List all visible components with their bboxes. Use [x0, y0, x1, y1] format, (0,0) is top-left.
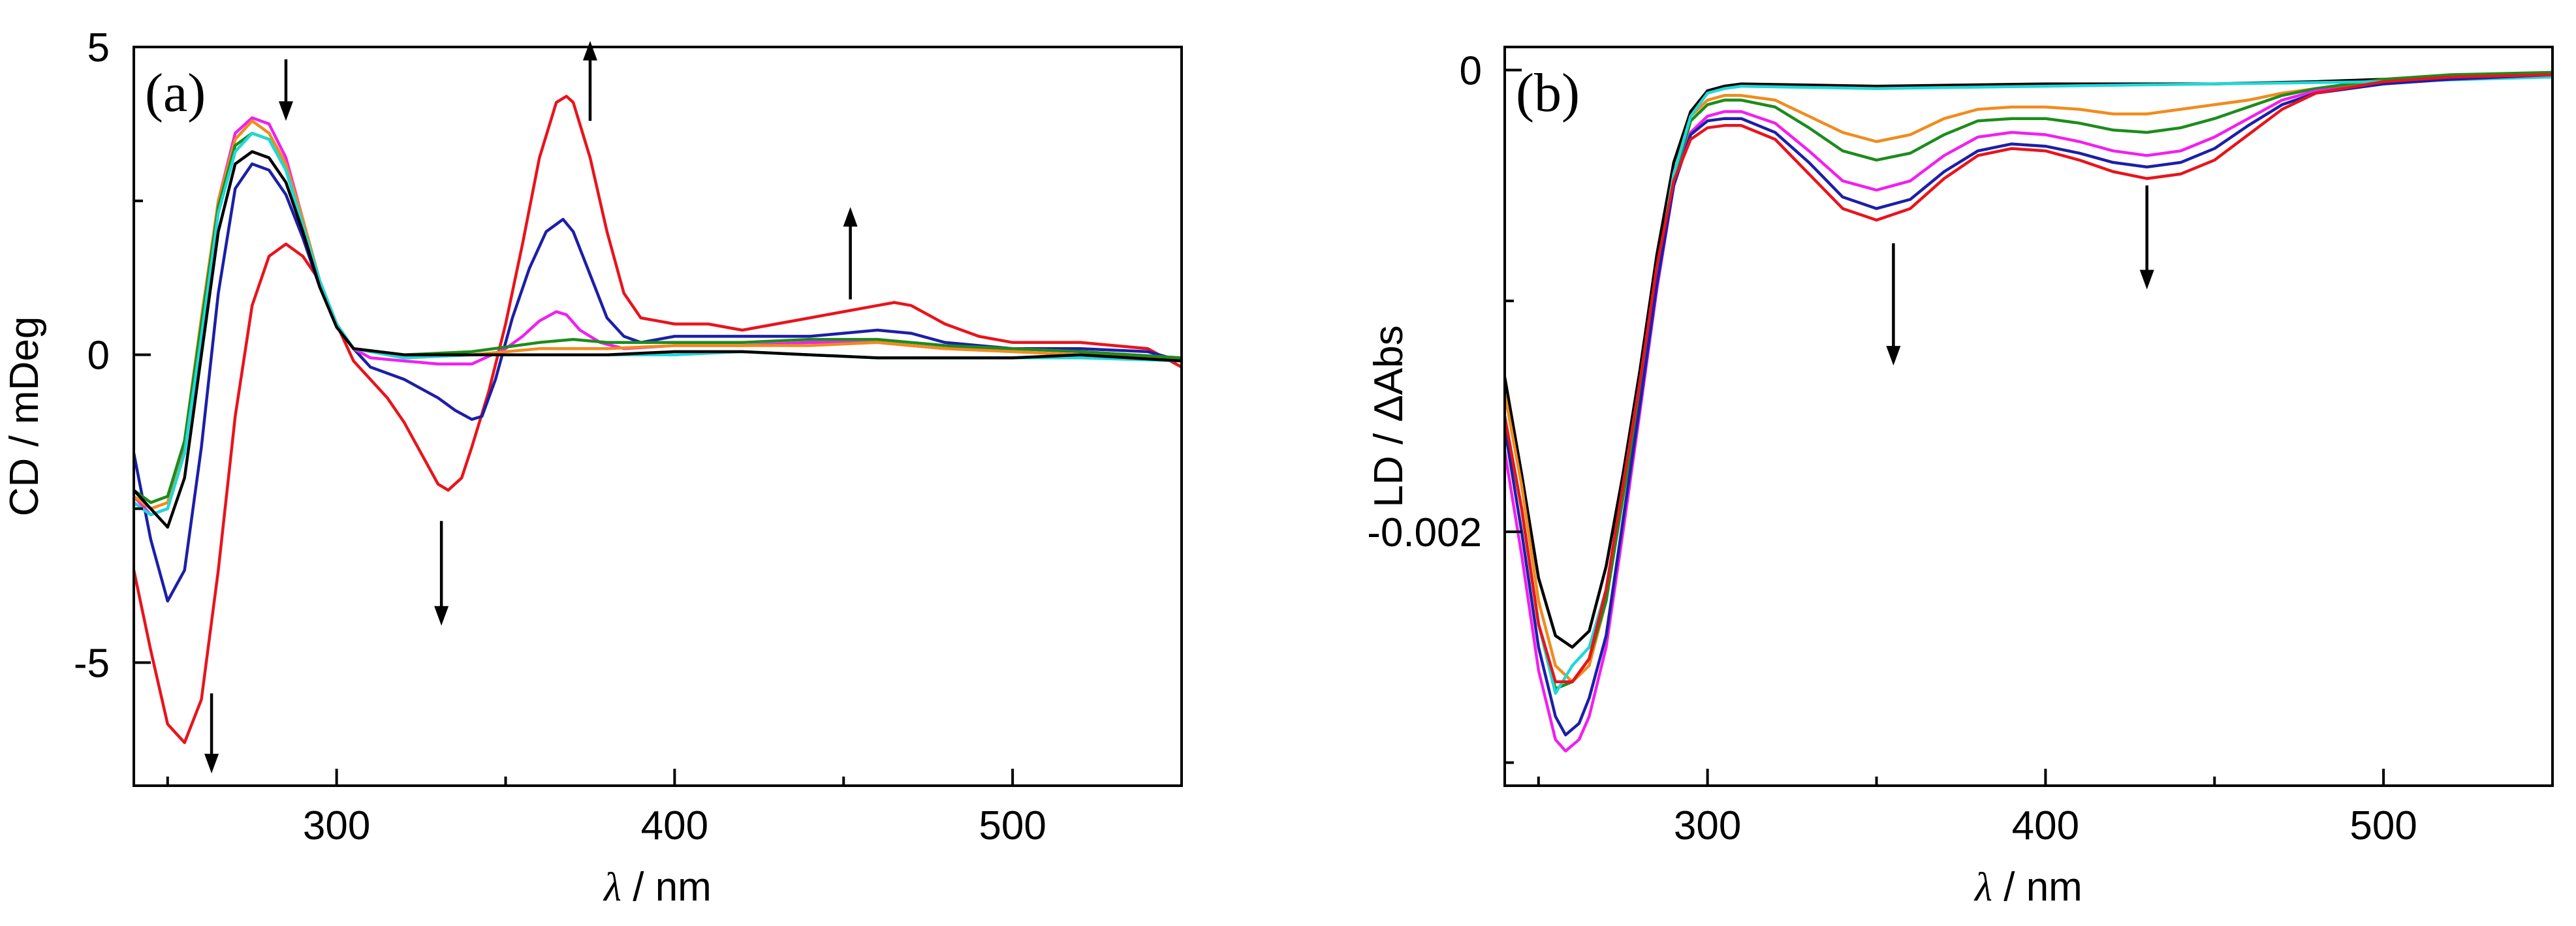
- x-axis-label: λ / nm: [1973, 865, 2082, 910]
- trend-arrow: [434, 521, 449, 626]
- x-axis-unit: / nm: [1992, 865, 2082, 910]
- series-line-red: [1505, 73, 2552, 684]
- plot-frame: [133, 46, 1183, 787]
- y-tick-label: 5: [87, 25, 110, 70]
- plot-frame: [1503, 46, 2554, 787]
- trend-arrow: [278, 59, 293, 121]
- series-line-blue: [134, 162, 1182, 603]
- panel-b-ld-spectrum: 300 400 500 0 -0.002 λ / nm LD / ΔAbs (b): [1366, 46, 2554, 910]
- x-tick-label: 300: [303, 803, 370, 848]
- x-axis-variable: λ: [1973, 865, 1992, 910]
- panel-label: (b): [1516, 63, 1580, 123]
- series-line-black: [1505, 75, 2552, 649]
- x-tick-label: 500: [979, 803, 1046, 848]
- panel-a-cd-spectrum: 300 400 500 5 0 -5 λ / nm CD / mDeg (a): [2, 25, 1183, 910]
- y-tick-label: -0.002: [1367, 510, 1482, 555]
- series-line-cyan: [134, 131, 1182, 517]
- series-line-magenta: [1505, 73, 2552, 753]
- trend-arrow: [204, 693, 219, 774]
- x-axis-unit: / nm: [621, 865, 712, 910]
- series-group: [1505, 70, 2552, 753]
- y-axis-label: LD / ΔAbs: [1366, 325, 1411, 507]
- x-axis-label: λ / nm: [603, 865, 712, 910]
- series-line-blue: [1505, 73, 2552, 737]
- x-tick-label: 400: [2012, 803, 2079, 848]
- y-axis-label: CD / mDeg: [2, 316, 47, 517]
- y-tick-label: 0: [87, 333, 110, 378]
- trend-arrow: [2139, 185, 2154, 290]
- series-line-orange: [1505, 73, 2552, 684]
- trend-arrow: [582, 40, 597, 121]
- series-line-red: [134, 95, 1182, 745]
- trend-arrow: [843, 207, 858, 300]
- series-line-cyan: [1505, 75, 2552, 695]
- y-tick-label: 0: [1460, 48, 1482, 93]
- series-group: [134, 95, 1182, 745]
- series-line-orange: [134, 119, 1182, 510]
- panel-label: (a): [145, 63, 206, 123]
- series-line-black: [134, 150, 1182, 529]
- x-tick-label: 300: [1674, 803, 1741, 848]
- x-axis-variable: λ: [603, 865, 621, 910]
- x-tick-label: 500: [2349, 803, 2417, 848]
- x-tick-label: 400: [641, 803, 708, 848]
- trend-arrow: [1886, 243, 1901, 366]
- y-tick-label: -5: [74, 641, 110, 686]
- series-line-green: [1505, 70, 2552, 690]
